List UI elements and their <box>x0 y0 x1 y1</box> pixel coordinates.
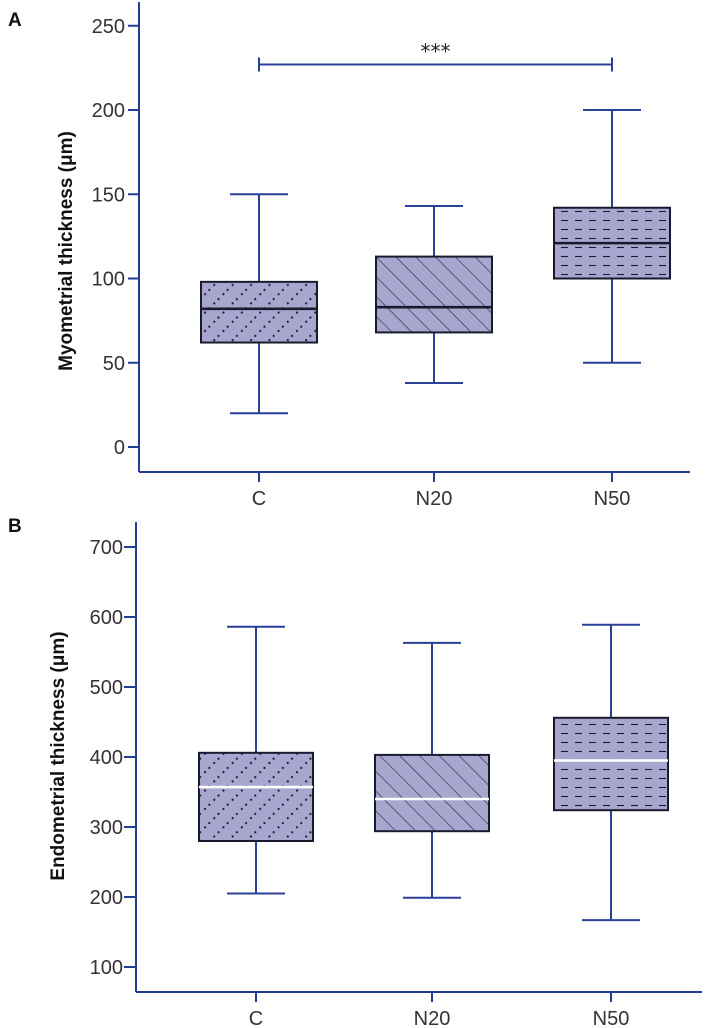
panel-a-box-n20 <box>375 205 493 384</box>
panel-a-y-tick-label: 0 <box>114 437 125 459</box>
panel-b-endometrial: B Endometrial thickness (μm) 100 200 300 40… <box>8 516 702 1028</box>
significance-label: *** <box>421 40 451 64</box>
box-outline <box>200 280 318 344</box>
panel-a-x-tick-label: N20 <box>416 488 453 510</box>
panel-a-box-n50 <box>553 109 671 364</box>
box-outline <box>374 753 490 833</box>
box-outline <box>375 255 493 334</box>
panel-b-y-tick-label: 600 <box>90 607 123 629</box>
panel-a-y-tick-label: 150 <box>92 184 125 206</box>
panel-b-y-tick-label: 700 <box>90 537 123 559</box>
box-outline <box>553 716 669 812</box>
panel-b-x-tick-label: N50 <box>593 1008 630 1028</box>
panel-a-y-tick-label: 100 <box>92 269 125 291</box>
box-pattern <box>554 717 668 811</box>
box-pattern <box>375 754 489 832</box>
box-pattern <box>199 752 313 841</box>
panel-a-y-tick-label: 50 <box>103 353 125 375</box>
panel-b-box-n20 <box>374 641 490 899</box>
panel-b-y-tick-label: 100 <box>90 957 123 979</box>
panel-b-y-tick-label: 400 <box>90 747 123 769</box>
panel-a-box-c <box>200 193 318 415</box>
box-pattern <box>201 281 317 343</box>
panel-b-x-tick-label: N20 <box>414 1008 451 1028</box>
panel-a-x-tick-label: N50 <box>594 488 631 510</box>
panel-a-y-axis-title: Myometrial thickness (μm) <box>56 131 77 371</box>
panel-b-label: B <box>8 516 22 537</box>
panel-b-y-tick-label: 200 <box>90 887 123 909</box>
panel-b-y-tick-label: 500 <box>90 677 123 699</box>
panel-a-significance-bracket: *** <box>258 40 613 72</box>
panel-a-label: A <box>8 10 22 31</box>
box-outline <box>198 751 314 842</box>
panel-b-y-tick-label: 300 <box>90 817 123 839</box>
panel-a-y-tick-label: 250 <box>92 16 125 38</box>
panel-a-y-tick-label: 200 <box>92 100 125 122</box>
panel-b-box-n50 <box>553 623 669 922</box>
box-pattern <box>376 256 492 333</box>
panel-a-x-tick-label: C <box>252 488 266 510</box>
panel-b-box-c <box>198 625 314 895</box>
panel-b-y-axis-title: Endometrial thickness (μm) <box>48 631 69 880</box>
panel-b-x-tick-label: C <box>249 1008 263 1028</box>
panel-a-myometrial: A Myometrial thickness (μm) 0 50 100 150 200… <box>8 2 690 510</box>
